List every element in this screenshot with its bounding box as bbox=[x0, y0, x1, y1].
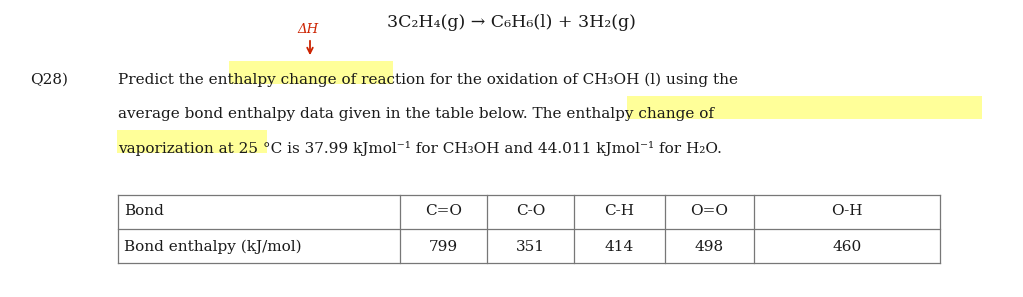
FancyBboxPatch shape bbox=[627, 96, 982, 119]
Text: 3C₂H₄(g) → C₆H₆(l) + 3H₂(g): 3C₂H₄(g) → C₆H₆(l) + 3H₂(g) bbox=[387, 14, 636, 31]
Text: 799: 799 bbox=[429, 240, 458, 254]
Text: 351: 351 bbox=[516, 240, 545, 254]
FancyBboxPatch shape bbox=[229, 61, 393, 84]
Text: 498: 498 bbox=[695, 240, 724, 254]
Text: C-O: C-O bbox=[516, 204, 545, 218]
Text: ΔH: ΔH bbox=[298, 23, 318, 36]
Text: Bond: Bond bbox=[124, 204, 164, 218]
Text: average bond enthalpy data given in the table below. The enthalpy change of: average bond enthalpy data given in the … bbox=[118, 107, 714, 121]
Text: O=O: O=O bbox=[691, 204, 728, 218]
Text: O-H: O-H bbox=[832, 204, 862, 218]
Text: C-H: C-H bbox=[605, 204, 634, 218]
Text: Q28): Q28) bbox=[30, 73, 68, 87]
FancyBboxPatch shape bbox=[117, 130, 267, 153]
Text: 460: 460 bbox=[833, 240, 861, 254]
Text: Bond enthalpy (kJ/mol): Bond enthalpy (kJ/mol) bbox=[124, 240, 302, 254]
Text: vaporization at 25 °C is 37.99 kJmol⁻¹ for CH₃OH and 44.011 kJmol⁻¹ for H₂O.: vaporization at 25 °C is 37.99 kJmol⁻¹ f… bbox=[118, 141, 722, 156]
Text: 414: 414 bbox=[605, 240, 634, 254]
Text: C=O: C=O bbox=[425, 204, 462, 218]
Text: Predict the enthalpy change of reaction for the oxidation of CH₃OH (l) using the: Predict the enthalpy change of reaction … bbox=[118, 73, 738, 87]
